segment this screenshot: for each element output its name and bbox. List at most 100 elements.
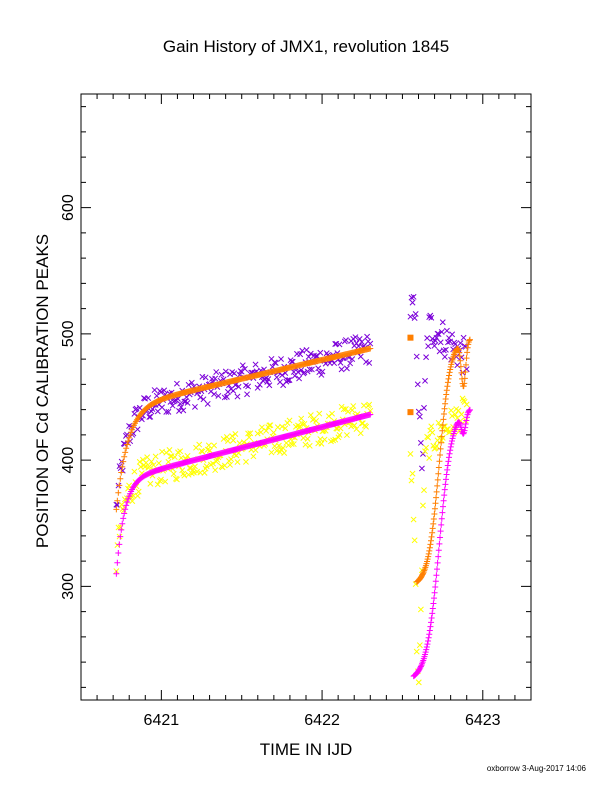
data-point — [302, 441, 309, 448]
data-point — [223, 393, 230, 400]
data-point — [430, 600, 437, 607]
data-point — [158, 476, 164, 483]
data-point — [449, 412, 456, 419]
data-point — [125, 485, 131, 492]
data-point — [306, 366, 313, 373]
data-point — [222, 368, 229, 375]
data-point — [122, 506, 129, 513]
data-point — [446, 450, 453, 457]
data-point — [407, 409, 414, 416]
data-point — [417, 439, 424, 446]
data-point — [266, 422, 273, 429]
data-point — [136, 404, 143, 411]
data-point — [177, 448, 184, 455]
data-point — [460, 383, 467, 390]
data-point — [351, 422, 358, 429]
data-point — [430, 520, 437, 527]
data-point — [438, 521, 445, 528]
x-axis-label: TIME IN IJD — [260, 740, 353, 759]
data-point — [433, 442, 440, 449]
data-point — [448, 440, 455, 447]
data-point — [424, 641, 431, 648]
data-point — [417, 663, 424, 670]
data-point — [424, 335, 431, 342]
data-point — [126, 482, 133, 489]
data-point — [458, 411, 465, 418]
data-point — [205, 442, 212, 449]
data-point — [456, 349, 463, 356]
data-point — [263, 427, 270, 434]
data-point — [124, 498, 131, 505]
x-tick-label: 6421 — [144, 712, 180, 729]
data-point — [123, 502, 130, 509]
data-point — [143, 459, 150, 466]
data-point — [416, 642, 423, 649]
data-point — [421, 404, 427, 411]
data-point — [250, 453, 257, 460]
data-point — [185, 381, 192, 388]
data-point — [268, 449, 275, 456]
data-point — [235, 383, 242, 390]
data-point — [131, 410, 138, 417]
data-point — [227, 461, 233, 468]
data-point — [426, 631, 433, 638]
data-point — [413, 648, 420, 655]
data-point — [439, 509, 446, 516]
data-point — [431, 342, 438, 349]
data-point — [423, 646, 430, 653]
data-point — [147, 413, 154, 420]
data-point — [345, 408, 351, 415]
data-point — [315, 365, 322, 372]
data-point — [460, 430, 467, 437]
data-point — [218, 371, 225, 378]
data-point — [366, 401, 373, 408]
data-point — [119, 463, 126, 470]
data-point — [441, 486, 448, 493]
data-point — [246, 434, 253, 441]
data-point — [426, 455, 433, 461]
data-point — [179, 467, 186, 474]
data-point — [432, 578, 439, 585]
data-point — [446, 372, 453, 379]
data-point — [256, 381, 263, 388]
data-point — [166, 447, 173, 453]
data-point — [442, 346, 449, 353]
data-point — [173, 476, 180, 483]
data-point — [428, 314, 435, 321]
data-point — [212, 467, 219, 474]
data-point — [113, 570, 120, 577]
data-point — [279, 423, 286, 430]
data-point — [423, 354, 430, 361]
series-group — [113, 293, 470, 508]
data-point — [445, 375, 452, 382]
data-point — [428, 615, 435, 622]
data-point — [114, 559, 121, 566]
data-point — [281, 450, 288, 456]
data-point — [177, 400, 184, 407]
data-point — [200, 396, 207, 403]
data-point — [462, 361, 469, 368]
data-point — [367, 411, 374, 418]
data-point — [116, 541, 123, 548]
data-point — [204, 400, 211, 407]
data-point — [466, 406, 473, 413]
data-point — [203, 463, 210, 470]
data-point — [440, 410, 447, 417]
data-point — [420, 570, 427, 577]
data-point — [408, 477, 415, 484]
data-point — [444, 379, 451, 386]
data-point — [350, 403, 357, 409]
data-point — [434, 482, 441, 489]
data-point — [412, 310, 419, 317]
tick-labels: 6421 6422 6423 300 400 500 600 — [60, 194, 501, 729]
data-point — [440, 347, 447, 354]
data-point — [461, 427, 468, 434]
data-point — [441, 353, 448, 360]
data-point — [426, 544, 433, 551]
data-point — [426, 627, 433, 634]
data-point — [154, 481, 161, 488]
data-point — [447, 338, 454, 345]
y-tick-label: 400 — [60, 447, 77, 474]
data-point — [444, 466, 451, 473]
data-point — [462, 421, 469, 428]
